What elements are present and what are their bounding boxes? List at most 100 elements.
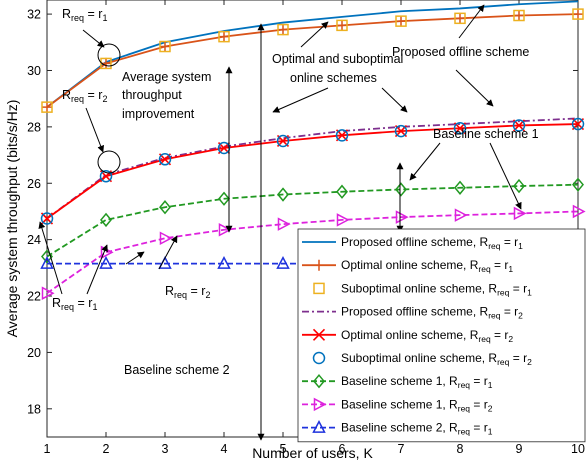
- arrow-r2-bottom-b: [125, 251, 145, 265]
- legend-label: Proposed offline scheme, Rreq = r2: [341, 305, 523, 321]
- legend: Proposed offline scheme, Rreq = r1 Optima…: [297, 228, 586, 443]
- series-point: [572, 177, 584, 192]
- series-point: [395, 15, 407, 27]
- annotation-text: Rreq = r1 Rreq = r2 Average system throu…: [52, 7, 539, 377]
- series-point: [572, 204, 586, 219]
- series-point: [41, 101, 53, 113]
- series-4: [46, 117, 579, 220]
- series-point: [158, 153, 172, 166]
- arrow-r1-bottom-a: [38, 221, 63, 295]
- arrow-r1-top: [82, 29, 105, 48]
- x-tick-label: 2: [103, 442, 110, 456]
- y-axis-label: Average system throughput (bits/s/Hz): [4, 100, 20, 338]
- annotation-optimal-line1: Optimal and suboptimal: [272, 52, 403, 66]
- series-point: [277, 187, 289, 202]
- annotation-avg-line3: improvement: [122, 107, 195, 121]
- y-tick-label: 28: [27, 120, 41, 134]
- legend-label: Optimal online scheme, Rreq = r1: [341, 258, 513, 274]
- legend-entry: Suboptimal online scheme, Rreq = r2: [312, 351, 532, 367]
- series-point: [513, 9, 525, 22]
- y-tick-label: 26: [27, 177, 41, 191]
- series-8: [41, 204, 586, 300]
- annotation-optimal-line2: online schemes: [290, 71, 377, 85]
- annotation-avg-line2: throughput: [122, 88, 182, 102]
- series-3: [41, 8, 584, 113]
- annotation-req-r1-bottom: Rreq = r1: [52, 296, 97, 312]
- legend-entry: Proposed offline scheme, Rreq = r1: [302, 235, 523, 251]
- legend-box: [297, 228, 586, 443]
- series-line: [46, 123, 579, 220]
- series-point: [218, 30, 230, 43]
- legend-marker: [312, 351, 326, 365]
- x-tick-label: 9: [516, 442, 523, 456]
- series-point: [159, 200, 171, 215]
- arrow-baseline1-b: [489, 142, 522, 210]
- legend-entry: Baseline scheme 1, Rreq = r2: [302, 397, 493, 413]
- series-point: [454, 12, 466, 25]
- annotation-req-r2-bottom: Rreq = r2: [165, 284, 210, 300]
- series-point: [513, 178, 525, 194]
- legend-marker: [313, 259, 325, 271]
- series-7: [41, 177, 584, 264]
- series-line: [46, 117, 579, 220]
- x-tick-label: 1: [44, 442, 51, 456]
- legend-label: Baseline scheme 1, Rreq = r1: [341, 374, 493, 390]
- legend-entry: Suboptimal online scheme, Rreq = r1: [313, 281, 532, 297]
- series-point: [277, 23, 289, 36]
- series-point: [276, 134, 290, 148]
- x-tick-label: 6: [339, 442, 346, 456]
- x-tick-label: 5: [280, 442, 287, 456]
- series-point: [394, 124, 408, 138]
- legend-marker: [313, 282, 325, 295]
- series-point: [159, 231, 173, 245]
- series-point: [513, 10, 525, 22]
- series-point: [159, 40, 171, 53]
- annotation-baseline2: Baseline scheme 2: [124, 363, 230, 377]
- series-point: [512, 119, 526, 132]
- legend-entry: Proposed offline scheme, Rreq = r2: [302, 305, 523, 321]
- y-tick-label: 24: [27, 233, 41, 247]
- legend-label: Suboptimal online scheme, Rreq = r1: [341, 281, 532, 297]
- series-line: [46, 13, 579, 108]
- series-point: [40, 255, 54, 269]
- series-point: [100, 212, 112, 228]
- x-axis-label: Number of users, K: [252, 445, 373, 461]
- series-point: [277, 24, 289, 36]
- legend-entry: Baseline scheme 2, Rreq = r1: [302, 419, 493, 437]
- legend-entry: Optimal online scheme, Rreq = r2: [302, 328, 513, 344]
- series-line: [46, 210, 579, 294]
- series-point: [100, 57, 112, 70]
- legend-label: Optimal online scheme, Rreq = r2: [341, 328, 513, 344]
- arrow-proposed-offline: [455, 69, 494, 107]
- legend-entry: Baseline scheme 1, Rreq = r1: [302, 374, 493, 390]
- annotation-shapes: [38, 4, 522, 441]
- series-point: [336, 213, 350, 227]
- series-point: [513, 206, 527, 221]
- annotation-req-r2-mid: Rreq = r2: [62, 88, 107, 104]
- arrow-r2-bottom-a: [158, 235, 178, 270]
- series-point: [218, 223, 232, 237]
- legend-entry: Optimal online scheme, Rreq = r1: [302, 258, 513, 274]
- arrow-r1-bottom-b: [86, 244, 108, 295]
- series-line: [46, 0, 579, 108]
- series-point: [453, 122, 467, 135]
- series-point: [99, 169, 113, 183]
- series-point: [336, 19, 348, 31]
- x-tick-label: 10: [571, 442, 585, 456]
- x-tick-label: 7: [398, 442, 405, 456]
- arrow-proposed-offline-top: [458, 4, 485, 39]
- x-tick-label: 8: [457, 442, 464, 456]
- annotation-baseline1: Baseline scheme 1: [433, 127, 539, 141]
- series-point: [276, 255, 290, 269]
- series-point: [218, 31, 230, 43]
- series-point: [41, 286, 55, 300]
- annotation-avg-line1: Average system: [122, 70, 211, 84]
- y-tick-label: 30: [27, 64, 41, 78]
- y-tick-label: 22: [27, 290, 41, 304]
- legend-marker: [313, 374, 325, 389]
- series-point: [41, 101, 53, 113]
- arrow-optimal-3: [381, 87, 408, 113]
- series-point: [571, 117, 585, 131]
- x-tick-label: 3: [162, 442, 169, 456]
